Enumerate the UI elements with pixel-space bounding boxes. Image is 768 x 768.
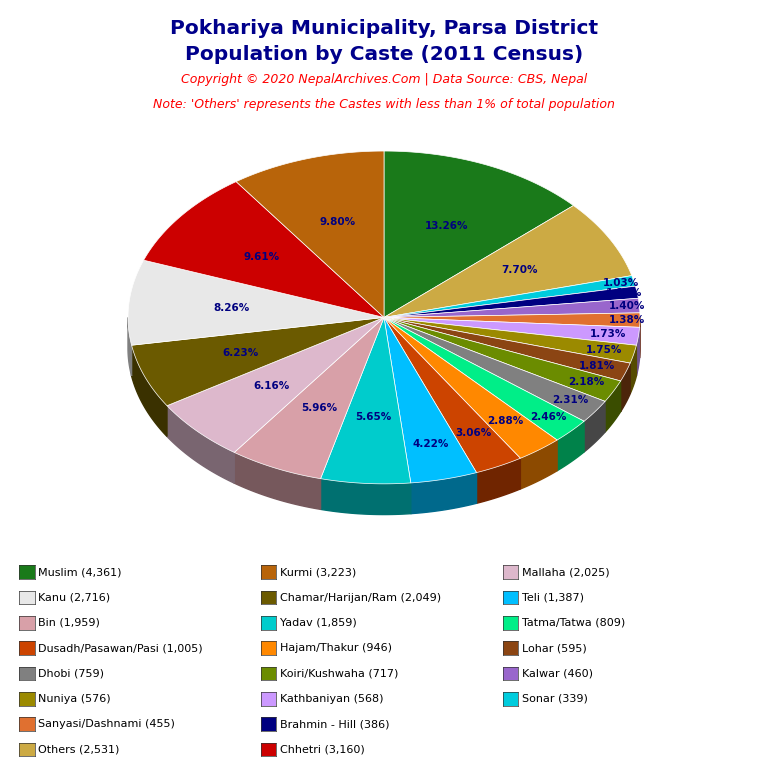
- Text: 6.16%: 6.16%: [253, 381, 290, 391]
- Polygon shape: [167, 406, 234, 483]
- Text: Muslim (4,361): Muslim (4,361): [38, 567, 122, 578]
- Polygon shape: [476, 458, 521, 503]
- Polygon shape: [384, 313, 640, 327]
- Text: Lohar (595): Lohar (595): [522, 643, 587, 654]
- Text: Kanu (2,716): Kanu (2,716): [38, 592, 111, 603]
- Text: 4.22%: 4.22%: [412, 439, 449, 449]
- Text: Brahmin - Hill (386): Brahmin - Hill (386): [280, 719, 390, 730]
- Text: Dhobi (759): Dhobi (759): [38, 668, 104, 679]
- Text: 9.61%: 9.61%: [244, 252, 280, 262]
- Text: Note: 'Others' represents the Castes with less than 1% of total population: Note: 'Others' represents the Castes wit…: [153, 98, 615, 111]
- Polygon shape: [384, 298, 640, 317]
- Polygon shape: [384, 286, 638, 317]
- Text: 6.23%: 6.23%: [222, 348, 259, 358]
- Polygon shape: [621, 363, 631, 412]
- Text: Chhetri (3,160): Chhetri (3,160): [280, 744, 365, 755]
- Polygon shape: [411, 472, 476, 514]
- Text: 1.73%: 1.73%: [590, 329, 626, 339]
- Text: 1.03%: 1.03%: [603, 278, 640, 288]
- Text: Yadav (1,859): Yadav (1,859): [280, 617, 357, 628]
- Polygon shape: [320, 317, 411, 484]
- Text: 9.80%: 9.80%: [319, 217, 356, 227]
- Text: Kurmi (3,223): Kurmi (3,223): [280, 567, 356, 578]
- Text: 2.88%: 2.88%: [487, 415, 523, 425]
- Text: 1.17%: 1.17%: [606, 289, 643, 299]
- Polygon shape: [144, 181, 384, 317]
- Polygon shape: [236, 151, 384, 317]
- Text: Mallaha (2,025): Mallaha (2,025): [522, 567, 610, 578]
- Text: Dusadh/Pasawan/Pasi (1,005): Dusadh/Pasawan/Pasi (1,005): [38, 643, 203, 654]
- Text: Kalwar (460): Kalwar (460): [522, 668, 593, 679]
- Polygon shape: [557, 421, 584, 471]
- Text: 1.75%: 1.75%: [585, 345, 622, 355]
- Text: Nuniya (576): Nuniya (576): [38, 694, 111, 704]
- Text: 8.26%: 8.26%: [213, 303, 249, 313]
- Polygon shape: [128, 317, 131, 376]
- Text: Bin (1,959): Bin (1,959): [38, 617, 101, 628]
- Polygon shape: [637, 327, 640, 376]
- Text: Sanyasi/Dashnami (455): Sanyasi/Dashnami (455): [38, 719, 175, 730]
- Polygon shape: [384, 317, 584, 440]
- Polygon shape: [584, 402, 605, 452]
- Text: 2.18%: 2.18%: [568, 377, 604, 388]
- Text: Kathbaniyan (568): Kathbaniyan (568): [280, 694, 384, 704]
- Text: 2.31%: 2.31%: [551, 396, 588, 406]
- Polygon shape: [320, 478, 411, 515]
- Text: Sonar (339): Sonar (339): [522, 694, 588, 704]
- Polygon shape: [384, 317, 476, 483]
- Text: 1.38%: 1.38%: [609, 315, 645, 325]
- Polygon shape: [384, 151, 574, 317]
- Polygon shape: [234, 452, 320, 509]
- Polygon shape: [605, 381, 621, 432]
- Polygon shape: [384, 317, 521, 472]
- Text: 7.70%: 7.70%: [501, 265, 538, 275]
- Text: Teli (1,387): Teli (1,387): [522, 592, 584, 603]
- Polygon shape: [384, 317, 621, 402]
- Polygon shape: [128, 260, 384, 345]
- Text: 1.40%: 1.40%: [608, 301, 645, 311]
- Polygon shape: [631, 346, 637, 394]
- Polygon shape: [384, 317, 631, 381]
- Text: 5.96%: 5.96%: [301, 403, 337, 413]
- Text: 13.26%: 13.26%: [425, 221, 468, 231]
- Text: Koiri/Kushwaha (717): Koiri/Kushwaha (717): [280, 668, 399, 679]
- Text: 1.81%: 1.81%: [578, 360, 615, 370]
- Text: Copyright © 2020 NepalArchives.Com | Data Source: CBS, Nepal: Copyright © 2020 NepalArchives.Com | Dat…: [181, 73, 587, 86]
- Polygon shape: [384, 317, 640, 346]
- Text: Chamar/Harijan/Ram (2,049): Chamar/Harijan/Ram (2,049): [280, 592, 442, 603]
- Text: Tatma/Tatwa (809): Tatma/Tatwa (809): [522, 617, 625, 628]
- Text: 3.06%: 3.06%: [455, 429, 492, 439]
- Polygon shape: [131, 345, 167, 436]
- Polygon shape: [167, 317, 384, 452]
- Polygon shape: [384, 317, 557, 458]
- Polygon shape: [384, 317, 637, 363]
- Text: Others (2,531): Others (2,531): [38, 744, 120, 755]
- Text: 2.46%: 2.46%: [531, 412, 567, 422]
- Text: 5.65%: 5.65%: [355, 412, 391, 422]
- Polygon shape: [234, 317, 384, 478]
- Text: Pokhariya Municipality, Parsa District: Pokhariya Municipality, Parsa District: [170, 19, 598, 38]
- Polygon shape: [384, 317, 605, 421]
- Polygon shape: [384, 276, 635, 317]
- Text: Population by Caste (2011 Census): Population by Caste (2011 Census): [185, 45, 583, 64]
- Polygon shape: [521, 440, 557, 489]
- Text: Hajam/Thakur (946): Hajam/Thakur (946): [280, 643, 392, 654]
- Polygon shape: [131, 317, 384, 406]
- Polygon shape: [384, 206, 632, 317]
